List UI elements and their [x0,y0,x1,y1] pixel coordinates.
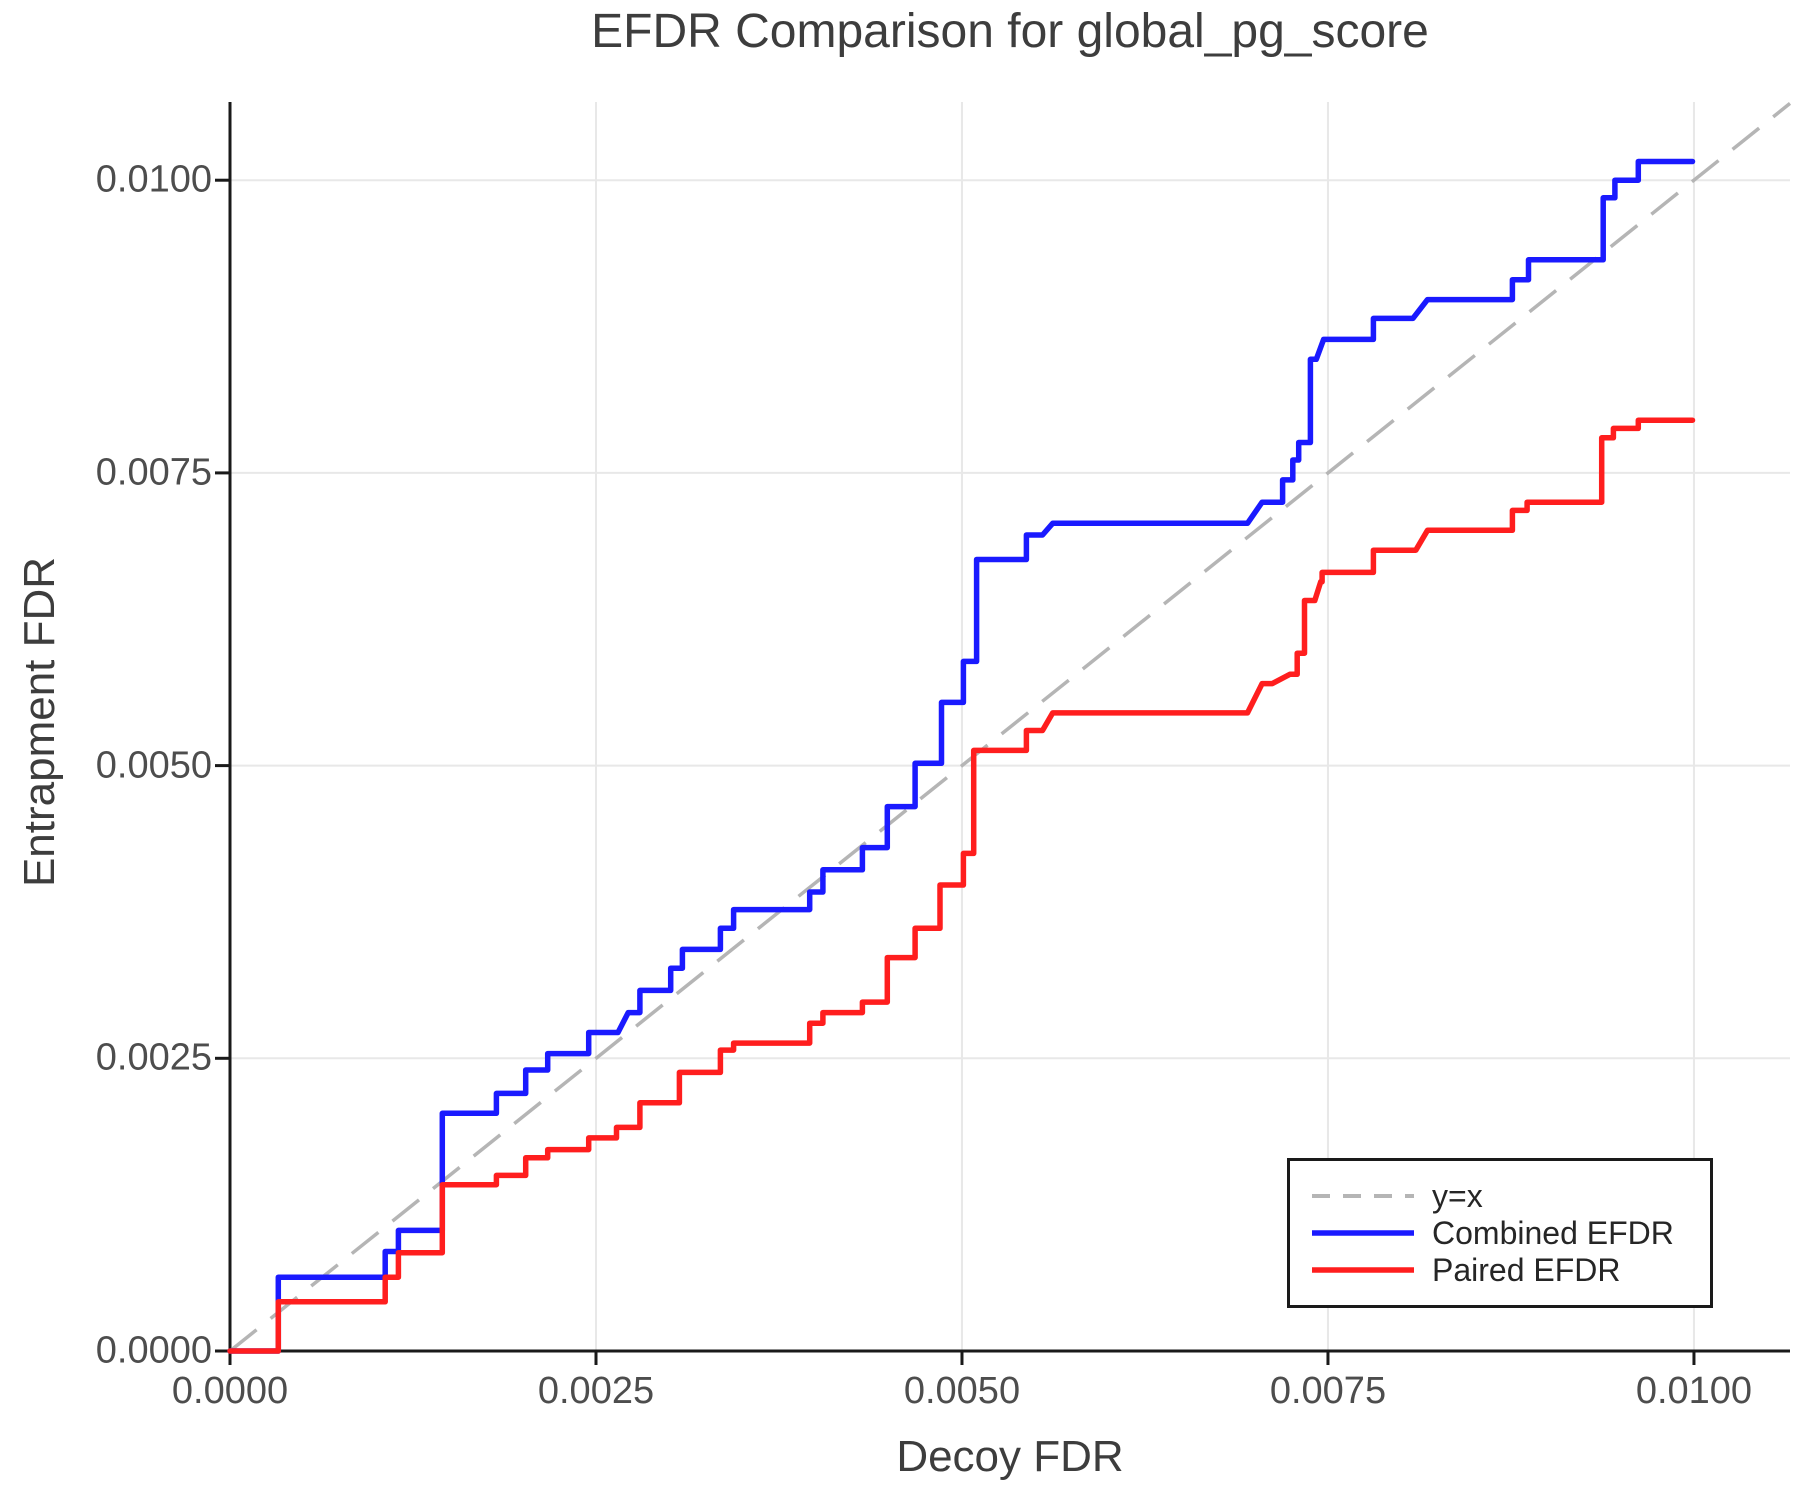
x-tick-label: 0.0025 [537,1370,655,1412]
legend-sample-combined-line-icon [1312,1230,1414,1236]
reference-line-y-equals-x [228,102,1792,1353]
legend-row-paired-efdr: Paired EFDR [1310,1252,1710,1289]
series-line-paired-efdr [227,417,1696,1354]
y-axis-label: Entrapment FDR [15,556,64,888]
x-axis-label: Decoy FDR [896,1432,1124,1481]
x-tick-label: 0.0075 [1269,1370,1387,1412]
chart-title: EFDR Comparison for global_pg_score [591,5,1429,58]
y-tick-label: 0.0075 [95,451,212,494]
legend-label-combined-efdr: Combined EFDR [1432,1214,1674,1251]
y-tick-label: 0.0100 [95,158,212,201]
x-tick-label: 0.0000 [171,1370,289,1412]
legend-sample-paired-line-icon [1312,1267,1414,1273]
legend-row-combined-efdr: Combined EFDR [1310,1215,1710,1252]
x-tick-label: 0.0050 [903,1370,1021,1412]
series-line-combined-efdr [227,158,1696,1354]
y-tick-label: 0.0000 [95,1329,212,1372]
legend: y=x Combined EFDR Paired EFDR [1287,1158,1713,1308]
legend-label-paired-efdr: Paired EFDR [1432,1251,1621,1288]
x-tick-label: 0.0100 [1635,1370,1753,1412]
legend-sample-yx-line-icon [1312,1194,1414,1198]
legend-label-yx: y=x [1432,1177,1483,1214]
y-tick-label: 0.0025 [95,1036,212,1079]
y-tick-label: 0.0050 [95,744,212,787]
legend-row-yx: y=x [1310,1178,1710,1215]
